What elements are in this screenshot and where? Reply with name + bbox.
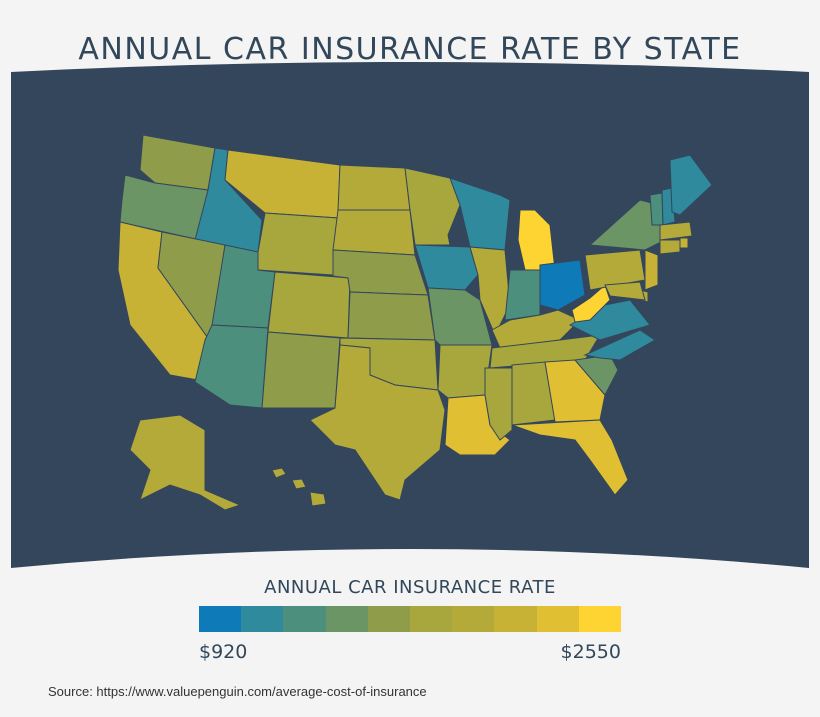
map-title: ANNUAL CAR INSURANCE RATE BY STATE: [78, 32, 742, 67]
legend-swatch-5: [410, 606, 453, 632]
state-me: [669, 154, 713, 216]
state-nd: [337, 164, 411, 211]
state-nm: [261, 331, 341, 409]
state-hi: [271, 467, 327, 507]
state-md: [604, 281, 646, 301]
state-nj: [644, 249, 659, 291]
state-tx: [309, 344, 446, 501]
state-oh: [539, 259, 586, 311]
state-ks: [347, 291, 436, 341]
state-wv: [571, 284, 611, 323]
state-co: [267, 271, 351, 339]
state-wy: [257, 212, 339, 276]
state-ct: [659, 239, 681, 255]
state-ga: [544, 359, 606, 423]
state-ia: [414, 244, 479, 291]
legend-min-label: $920: [199, 641, 248, 663]
legend-swatch-1: [241, 606, 284, 632]
legend-swatch-9: [578, 606, 622, 632]
state-ar: [437, 344, 493, 399]
legend-max-label: $2550: [560, 641, 621, 663]
legend-swatch-3: [325, 606, 368, 632]
state-ma: [659, 221, 693, 241]
state-nc: [583, 329, 656, 361]
legend-color-scale: [199, 606, 622, 632]
legend-swatch-4: [367, 606, 411, 632]
legend-swatch-8: [536, 606, 579, 632]
legend-swatch-7: [494, 606, 537, 632]
legend-swatch-0: [199, 606, 242, 632]
legend-swatch-2: [283, 606, 326, 632]
states-layer: [117, 134, 713, 511]
state-vt: [649, 192, 664, 226]
source-note: Source: https://www.valuepenguin.com/ave…: [48, 684, 427, 699]
state-in: [504, 269, 541, 321]
state-ri: [679, 237, 689, 249]
state-fl: [511, 419, 629, 496]
state-sd: [332, 209, 416, 256]
state-ak: [129, 414, 242, 511]
legend-swatch-6: [452, 606, 495, 632]
legend-title: ANNUAL CAR INSURANCE RATE: [264, 577, 556, 598]
